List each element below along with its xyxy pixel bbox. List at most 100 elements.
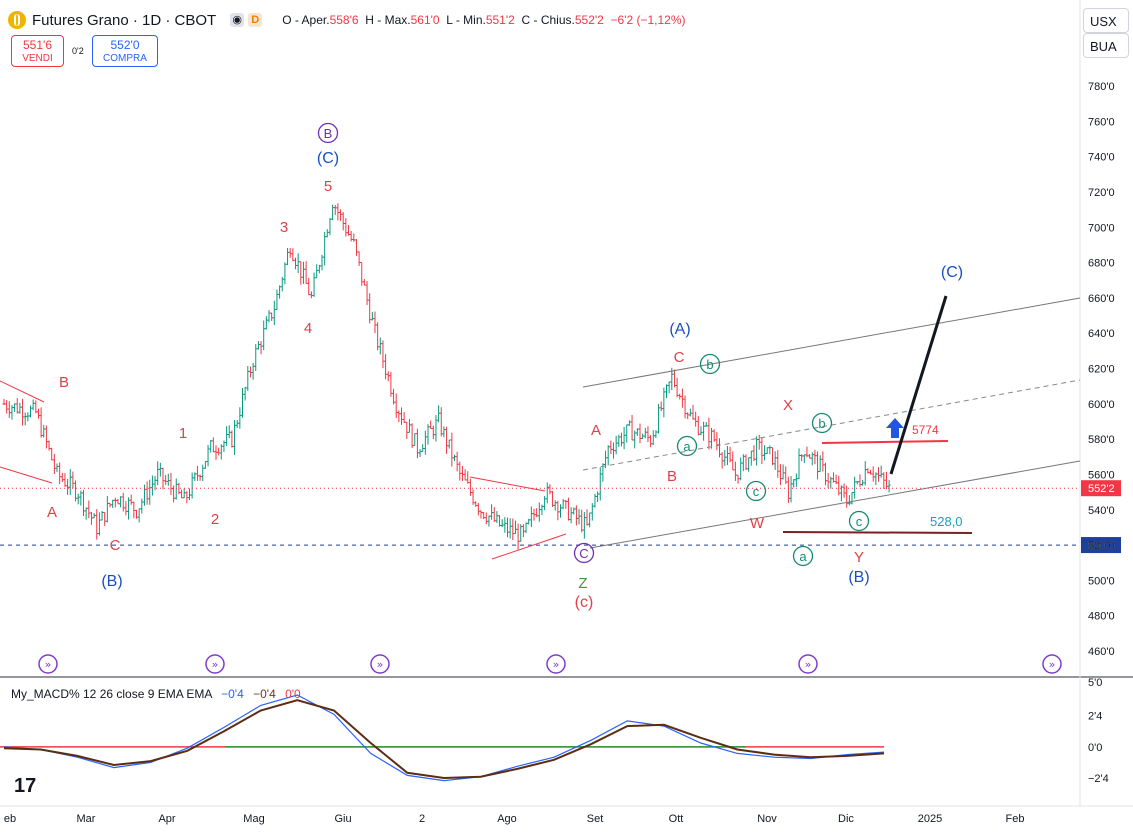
time-tick-label: Nov xyxy=(757,813,777,825)
wave-label: 1 xyxy=(179,425,187,442)
wave-label: A xyxy=(591,422,601,439)
time-tick-label: Set xyxy=(587,813,604,825)
wave-label: 3 xyxy=(280,219,288,236)
wave-circle xyxy=(745,480,767,502)
event-marker-glyph: » xyxy=(45,658,52,671)
wave-label: Y xyxy=(854,549,864,566)
wave-label: (B) xyxy=(848,569,869,586)
price-tick-label: 680'0 xyxy=(1088,258,1115,270)
wave-circle xyxy=(811,412,833,434)
macd-value: −0'4 xyxy=(221,687,244,701)
price-tick-label: 560'0 xyxy=(1088,469,1115,481)
wave-label: B xyxy=(59,374,69,391)
macd-tick-label: 0'0 xyxy=(1088,742,1102,754)
macd-tick-label: 2'4 xyxy=(1088,711,1102,723)
symbol-title[interactable]: Futures Grano · 1D · CBOT xyxy=(32,11,217,29)
projection-line xyxy=(889,295,948,475)
price-tick-label: 700'0 xyxy=(1088,222,1115,234)
event-marker-glyph: » xyxy=(212,658,219,671)
price-tick-label: 780'0 xyxy=(1088,81,1115,93)
ohlc-readout: O - Aper.558'6 H - Max.561'0 L - Min.551… xyxy=(282,13,686,27)
wave-label: C xyxy=(579,546,588,561)
key-level-tag xyxy=(1081,537,1121,554)
price-axis: 460'0 480'0 500'0 520'0 540'0 560'0 580'0 600'0… xyxy=(1088,81,1115,785)
wave-label: X xyxy=(783,397,793,414)
wave-label: (A) xyxy=(669,321,690,338)
wave-label: W xyxy=(750,515,765,532)
price-tick-label: 740'0 xyxy=(1088,152,1115,164)
wave-circle xyxy=(676,435,698,457)
buy-button[interactable]: 552'0 COMPRA xyxy=(92,35,158,67)
level-528-line xyxy=(782,531,973,534)
wheat-icon xyxy=(8,11,26,29)
wave-label: 2 xyxy=(211,511,219,528)
price-tick-label: 620'0 xyxy=(1088,364,1115,376)
event-marker-icon xyxy=(546,654,566,674)
wave-label: (C) xyxy=(941,264,963,281)
time-axis: eb Mar Apr Mag Giu 2 Ago Set Ott Nov Dic 2025 Feb xyxy=(4,813,1025,825)
wave-label: (c) xyxy=(575,594,594,611)
macd-tick-label: 5'0 xyxy=(1088,677,1102,689)
wedge-line xyxy=(0,466,53,484)
wave-label: A xyxy=(47,504,57,521)
time-tick-label: Dic xyxy=(838,813,854,825)
macd-header: My_MACD% 12 26 close 9 EMA EMA −0'4 −0'4… xyxy=(11,687,301,701)
time-tick-label: Mag xyxy=(243,813,264,825)
channel-lower xyxy=(589,460,1081,549)
triangle-line xyxy=(491,533,567,560)
wave-label: (B) xyxy=(101,573,122,590)
price-tick-label: 760'0 xyxy=(1088,116,1115,128)
wave-label: b xyxy=(706,357,713,372)
channel-upper xyxy=(582,297,1081,388)
grid xyxy=(0,0,1133,807)
macd-pane xyxy=(0,694,885,782)
time-tick-label: 2025 xyxy=(918,813,942,825)
chart-header: Futures Grano · 1D · CBOT ◉ D O - Aper.5… xyxy=(8,9,686,31)
change-value: −6'2 (−1,12%) xyxy=(610,13,686,27)
macd-line xyxy=(3,694,885,782)
time-tick-label: Ago xyxy=(497,813,517,825)
level-5774-line xyxy=(821,440,949,444)
drawings: 552'2 520'0 5774 528,0 » » » » » » xyxy=(0,295,1121,674)
key-level-tag-label: 520'0 xyxy=(1088,540,1115,552)
event-marker-glyph: » xyxy=(1049,658,1056,671)
wave-circle xyxy=(317,122,339,144)
signal-line xyxy=(3,699,885,780)
time-tick-label: Ott xyxy=(669,813,684,825)
price-tick-label: 540'0 xyxy=(1088,505,1115,517)
wave-label: a xyxy=(799,549,807,564)
eye-icon[interactable]: ◉ xyxy=(230,13,245,27)
wave-label: C xyxy=(674,349,685,366)
wave-label: B xyxy=(667,468,677,485)
price-tick-label: 460'0 xyxy=(1088,646,1115,658)
currency-selector[interactable]: USX xyxy=(1083,8,1129,33)
up-arrow-icon xyxy=(886,418,904,438)
time-tick-label: eb xyxy=(4,813,16,825)
price-tick-label: 660'0 xyxy=(1088,293,1115,305)
time-tick-label: Apr xyxy=(158,813,175,825)
signal-value: −0'4 xyxy=(253,687,276,701)
wave-circle xyxy=(699,353,721,375)
price-tick-label: 600'0 xyxy=(1088,399,1115,411)
wave-circle xyxy=(792,545,814,567)
event-marker-icon xyxy=(798,654,818,674)
sell-button[interactable]: 551'6 VENDI xyxy=(11,35,64,67)
event-marker-glyph: » xyxy=(377,658,384,671)
macd-title: My_MACD% 12 26 close 9 EMA EMA xyxy=(11,687,212,701)
level-5774-label: 5774 xyxy=(912,423,939,437)
price-tick-label: 480'0 xyxy=(1088,611,1115,623)
current-price-tag-label: 552'2 xyxy=(1088,483,1115,495)
event-marker-glyph: » xyxy=(553,658,560,671)
wave-label: B xyxy=(324,126,333,141)
wave-label: b xyxy=(818,416,825,431)
time-tick-label: Giu xyxy=(334,813,351,825)
time-tick-label: Feb xyxy=(1006,813,1025,825)
hist-value: 0'0 xyxy=(285,687,301,701)
wave-label: (C) xyxy=(317,150,339,167)
delay-badge: D xyxy=(248,13,263,27)
price-tick-label: 580'0 xyxy=(1088,434,1115,446)
tradingview-logo: 17 xyxy=(14,775,37,797)
unit-selector[interactable]: BUA xyxy=(1083,33,1129,58)
wave-label: c xyxy=(753,484,760,499)
